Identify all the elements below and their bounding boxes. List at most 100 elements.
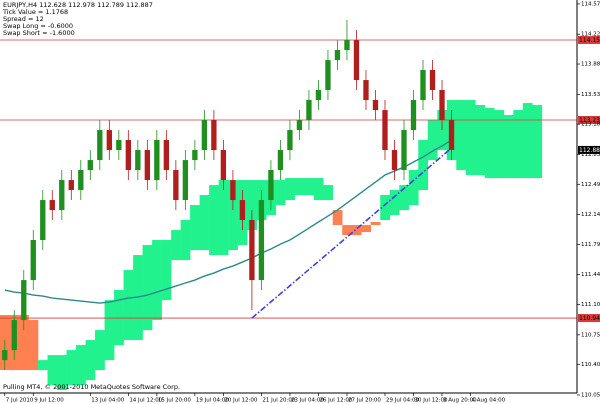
candle-body [353,39,360,81]
candle-body [344,39,350,51]
candle-body [49,200,55,211]
candle-body [97,130,103,161]
candle-body [372,100,379,111]
cloud-bar [285,178,295,201]
candle-layer [2,19,455,371]
cloud-bar [361,225,372,233]
candle-body [239,200,246,221]
candle-body [258,200,265,281]
y-tick-label: 110.055 [581,392,600,398]
level-label: 110.944 [579,315,600,322]
candle-body [192,150,198,161]
candle-body [410,100,417,131]
candle-body [125,139,131,171]
candle-body [106,130,112,151]
candle-body [21,280,27,321]
axis-layer: 114.158 113.233 110.944 112.887 114.575 114.2… [4,1,600,404]
cloud-bar [275,180,286,206]
x-tick-label: 9 Jul 12:00 [34,398,64,404]
cloud-bar [38,360,48,371]
y-tick-label: 110.750 [581,332,600,338]
level-label: 113.233 [579,117,600,124]
footer: Pulling MT4, © 2001-2010 MetaQuotes Soft… [3,383,180,391]
cloud-bar [342,225,353,236]
candle-body [325,60,331,90]
candle-body [144,150,151,181]
candle-body [2,350,8,361]
y-tick-label: 114.225 [581,32,600,38]
candle-body [211,120,217,151]
cloud-bar [47,355,58,386]
x-tick-label: 21 Jul 20:00 [262,398,295,404]
y-tick-label: 110.405 [581,362,600,368]
candle-body [315,89,322,101]
cloud-bar [332,210,343,226]
cloud-bar [171,230,181,261]
line-layer [0,39,577,319]
cloud-bar [304,178,314,196]
cloud-bar [427,120,438,161]
y-tick-label: 112.490 [581,182,600,188]
cloud-bar [95,330,105,371]
info-line: Swap Long = -0.6000 [3,22,73,30]
candle-body [68,180,74,191]
candle-body [182,160,189,201]
candle-body [40,200,46,241]
level-label-box [578,35,600,44]
current-price-label: 112.887 [579,147,600,154]
candle-body [249,220,255,281]
cloud-bar [456,100,467,171]
cloud-bar [294,178,305,196]
candle-body [268,170,274,201]
cloud-bar [408,170,419,206]
cloud-bar [522,103,533,179]
level-label-box [578,116,600,125]
cloud-bar [209,185,219,256]
cloud-bar [418,139,429,191]
cloud-bar [161,240,172,301]
candle-body [420,69,426,101]
cloud-bar [503,114,514,179]
cloud-bar [180,220,191,261]
candle-body [363,80,369,101]
cloud-bar [218,180,229,256]
candle-body [429,69,436,90]
candle-body [401,130,407,171]
candle-body [59,180,65,211]
candle-body [154,139,160,181]
x-tick-label: 4 Aug 04:00 [472,398,506,404]
x-tick-label: 27 Jul 20:00 [348,398,381,404]
candle-body [391,150,398,171]
candle-body [11,320,17,351]
candle-body [173,170,179,201]
y-tick-label: 111.100 [581,302,600,308]
cloud-bar [323,185,334,201]
y-tick-label: 111.445 [581,272,600,278]
candle-body [220,150,227,181]
y-tick-label: 113.530 [581,92,600,98]
cloud-bar [123,270,134,341]
x-tick-label: 30 Jul 12:00 [415,398,448,404]
cloud-bar [28,320,39,371]
level-label: 114.158 [579,37,600,44]
x-tick-label: 3 Aug 20:00 [443,398,477,404]
cloud-bar [114,290,124,346]
x-tick-label: 7 Jul 2010 [6,398,34,404]
candle-body [334,50,341,61]
cloud-bar [494,110,505,179]
cloud-bar [104,300,115,361]
x-tick-label: 19 Jul 04:00 [196,398,229,404]
trend-line [251,147,453,319]
cloud-bar [313,178,324,201]
x-tick-label: 26 Jul 12:00 [319,398,352,404]
level-label-box [578,314,600,323]
candle-body [135,150,141,171]
x-tick-label: 23 Jul 04:00 [291,398,324,404]
candle-body [296,120,303,131]
current-price-box [578,145,600,154]
y-tick-label: 113.880 [581,62,600,68]
cloud-bar [513,110,524,179]
cloud-bar [484,107,495,179]
